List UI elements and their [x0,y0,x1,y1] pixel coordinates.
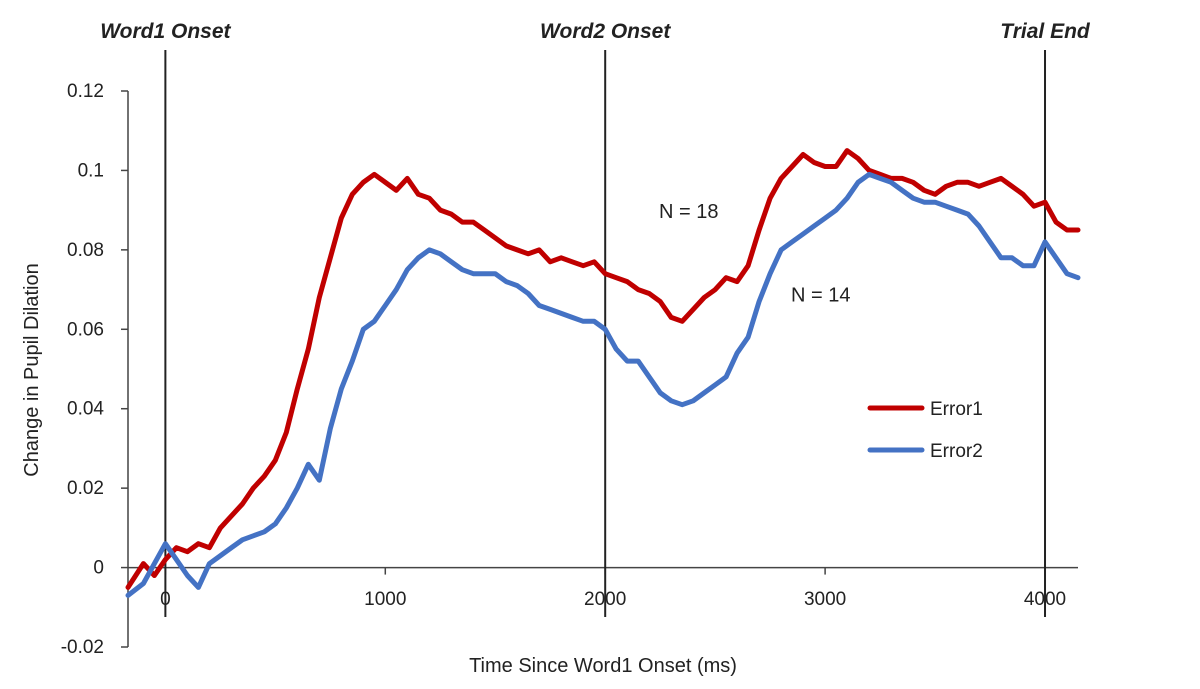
event-label: Word1 Onset [100,20,231,43]
x-tick-label: 1000 [364,589,406,610]
series-line-error1 [125,148,1081,590]
y-tick-label: 0.12 [67,81,104,102]
event-markers: Word1 Onset Word2 Onset Trial End [100,20,1091,617]
x-axis-title: Time Since Word1 Onset (ms) [469,655,737,677]
y-tick-label: 0.06 [67,319,104,340]
event-label: Word2 Onset [540,20,671,43]
data-series [125,148,1081,598]
chart-labels: Change in Pupil Dilation Time Since Word… [21,263,737,677]
annotations: N = 18 N = 14 [659,201,850,306]
sample-size-annotation: N = 14 [791,284,850,306]
y-tick-label: 0.02 [67,478,104,499]
series-line-error2 [125,171,1081,598]
y-tick-label: 0 [93,558,104,579]
y-tick-label: 0.08 [67,240,104,261]
sample-size-annotation: N = 18 [659,201,718,223]
y-tick-label: -0.02 [61,637,104,658]
legend-label: Error2 [930,441,983,462]
y-axis-title: Change in Pupil Dilation [21,263,43,476]
legend: Error1 Error2 [867,399,983,462]
y-tick-label: 0.04 [67,399,104,420]
legend-label: Error1 [930,399,983,420]
event-label: Trial End [1000,20,1091,43]
x-tick-label: 3000 [804,589,846,610]
axes: -0.0200.020.040.060.080.10.1201000200030… [61,81,1078,658]
y-tick-label: 0.1 [78,160,104,181]
